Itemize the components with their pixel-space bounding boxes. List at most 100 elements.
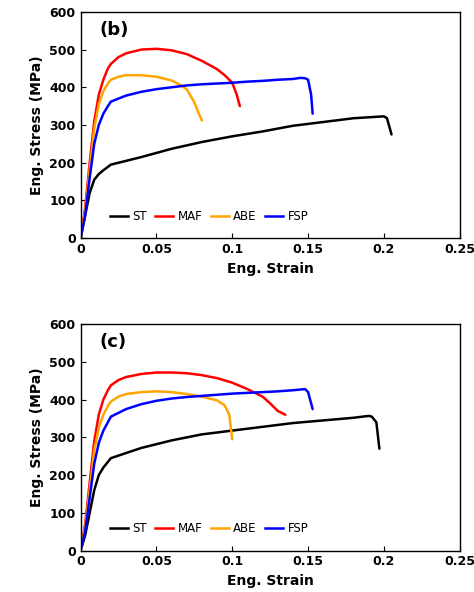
FSP <box>298 75 303 82</box>
FSP <box>123 92 129 99</box>
MAF <box>184 369 190 377</box>
FSP <box>154 397 159 404</box>
ABE <box>82 525 88 532</box>
ST <box>169 437 174 444</box>
ST <box>351 115 356 122</box>
MAF <box>222 72 228 79</box>
ABE <box>78 234 83 242</box>
ST <box>82 212 88 219</box>
MAF <box>116 53 121 60</box>
MAF <box>245 385 250 392</box>
ABE <box>78 547 83 554</box>
Line: ABE: ABE <box>81 75 202 238</box>
FSP <box>154 86 159 93</box>
ST <box>105 458 111 465</box>
ST <box>169 145 174 152</box>
MAF <box>91 118 97 125</box>
MAF <box>154 369 159 376</box>
FSP <box>214 80 220 87</box>
Line: ABE: ABE <box>81 391 232 551</box>
FSP <box>87 174 92 181</box>
MAF <box>154 45 159 52</box>
Legend: ST, MAF, ABE, FSP: ST, MAF, ABE, FSP <box>105 205 313 228</box>
MAF <box>105 65 111 72</box>
ABE <box>96 424 101 432</box>
MAF <box>123 374 129 381</box>
FSP <box>308 91 314 98</box>
ABE <box>199 117 205 124</box>
MAF <box>169 47 174 54</box>
MAF <box>116 377 121 384</box>
FSP <box>260 388 265 395</box>
ABE <box>100 88 106 95</box>
FSP <box>91 140 97 147</box>
Line: FSP: FSP <box>81 389 313 551</box>
ABE <box>91 126 97 133</box>
MAF <box>123 50 129 57</box>
FSP <box>290 75 296 82</box>
ST <box>351 414 356 422</box>
ST <box>91 487 97 494</box>
ABE <box>229 436 235 443</box>
FSP <box>100 427 106 434</box>
FSP <box>108 98 114 105</box>
MAF <box>214 375 220 382</box>
ABE <box>105 403 111 410</box>
FSP <box>305 388 311 395</box>
MAF <box>260 393 265 400</box>
ST <box>290 122 296 129</box>
FSP <box>199 392 205 400</box>
ABE <box>184 86 190 93</box>
ABE <box>82 208 88 215</box>
Y-axis label: Eng. Stress (MPa): Eng. Stress (MPa) <box>30 368 44 507</box>
MAF <box>82 520 88 527</box>
FSP <box>82 528 88 535</box>
ABE <box>123 72 129 79</box>
ST <box>229 133 235 140</box>
Line: ST: ST <box>81 117 392 238</box>
ST <box>91 176 97 184</box>
FSP <box>108 413 114 420</box>
MAF <box>214 66 220 73</box>
MAF <box>234 91 240 98</box>
ABE <box>87 167 92 174</box>
MAF <box>87 479 92 486</box>
FSP <box>138 88 144 95</box>
FSP <box>245 78 250 85</box>
ST <box>138 153 144 160</box>
MAF <box>96 411 101 419</box>
MAF <box>138 46 144 53</box>
Text: (c): (c) <box>100 333 127 351</box>
MAF <box>108 382 114 389</box>
MAF <box>199 372 205 379</box>
FSP <box>87 494 92 501</box>
ABE <box>138 388 144 395</box>
Line: ST: ST <box>81 416 379 551</box>
ABE <box>123 391 129 398</box>
ABE <box>199 393 205 400</box>
FSP <box>82 212 88 219</box>
ST <box>78 547 83 554</box>
FSP <box>310 406 316 413</box>
MAF <box>100 76 106 83</box>
FSP <box>229 79 235 86</box>
ABE <box>154 73 159 81</box>
ABE <box>91 447 97 454</box>
FSP <box>229 390 235 397</box>
ST <box>384 115 390 122</box>
ST <box>78 234 83 242</box>
FSP <box>305 76 311 83</box>
MAF <box>91 437 97 445</box>
ABE <box>196 110 202 117</box>
ST <box>87 189 92 197</box>
ST <box>199 139 205 146</box>
FSP <box>275 76 281 83</box>
ABE <box>184 391 190 398</box>
MAF <box>82 204 88 211</box>
ABE <box>191 99 197 106</box>
FSP <box>169 395 174 402</box>
ST <box>389 131 394 138</box>
FSP <box>245 390 250 397</box>
ST <box>260 128 265 135</box>
ABE <box>116 393 121 400</box>
